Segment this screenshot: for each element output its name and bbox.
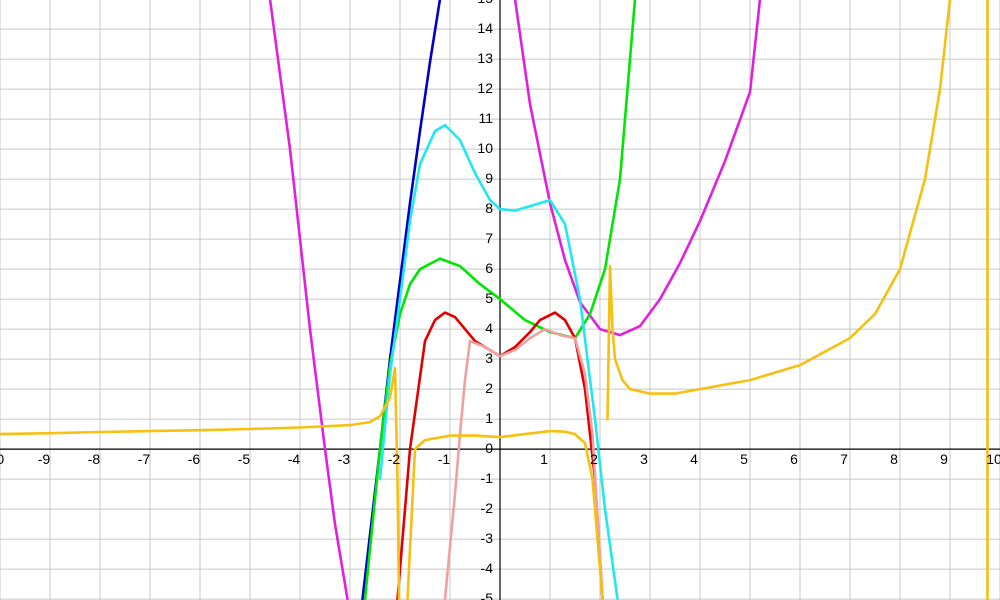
x-tick-label: 7 <box>840 451 848 467</box>
y-tick-label: 14 <box>477 20 493 36</box>
x-tick-label: 9 <box>940 451 948 467</box>
y-tick-label: 5 <box>485 290 493 306</box>
curve <box>443 327 604 600</box>
y-tick-label: 15 <box>477 0 493 6</box>
curve <box>378 123 619 600</box>
y-tick-label: -4 <box>481 560 494 576</box>
y-tick-label: 7 <box>485 230 493 246</box>
x-tick-label: 4 <box>690 451 698 467</box>
x-tick-label: -5 <box>238 451 251 467</box>
x-tick-label: 6 <box>790 451 798 467</box>
x-tick-label: -1 <box>438 451 451 467</box>
y-tick-label: -3 <box>481 530 494 546</box>
x-tick-label: 2 <box>590 451 598 467</box>
y-tick-label: 0 <box>485 440 493 456</box>
x-tick-label: -10 <box>0 451 4 467</box>
x-tick-label: 3 <box>640 451 648 467</box>
y-tick-label: 8 <box>485 200 493 216</box>
x-tick-label: -9 <box>38 451 51 467</box>
y-tick-label: 9 <box>485 170 493 186</box>
y-tick-label: -2 <box>481 500 494 516</box>
curve <box>268 0 762 600</box>
x-tick-label: -4 <box>288 451 301 467</box>
x-tick-label: 5 <box>740 451 748 467</box>
x-tick-label: -3 <box>338 451 351 467</box>
y-tick-label: 12 <box>477 80 493 96</box>
y-tick-label: 13 <box>477 50 493 66</box>
y-tick-label: 10 <box>477 140 493 156</box>
x-tick-label: -6 <box>188 451 201 467</box>
y-tick-label: 3 <box>485 350 493 366</box>
x-tick-label: 8 <box>890 451 898 467</box>
y-tick-label: 1 <box>485 410 493 426</box>
x-tick-label: 1 <box>540 451 548 467</box>
y-tick-label: -1 <box>481 470 494 486</box>
y-tick-label: -5 <box>481 590 494 600</box>
x-tick-label: -8 <box>88 451 101 467</box>
x-tick-label: -2 <box>388 451 401 467</box>
y-tick-label: 2 <box>485 380 493 396</box>
y-tick-label: 11 <box>478 110 493 126</box>
y-tick-label: 6 <box>485 260 493 276</box>
x-tick-label: 10 <box>986 451 1000 467</box>
y-tick-label: 4 <box>485 320 493 336</box>
x-tick-label: -7 <box>138 451 151 467</box>
